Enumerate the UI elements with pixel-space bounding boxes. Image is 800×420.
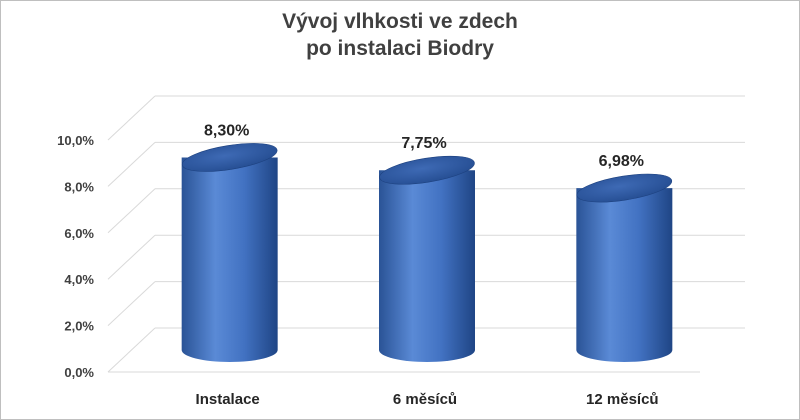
bar-body bbox=[379, 170, 475, 362]
chart-title-line-2: po instalaci Biodry bbox=[306, 37, 494, 60]
y-tick-label: 8,0% bbox=[64, 179, 94, 194]
x-category-label: 12 měsíců bbox=[586, 391, 659, 408]
bar-top bbox=[181, 143, 278, 172]
x-category-label: 6 měsíců bbox=[393, 391, 457, 408]
gridline-depth bbox=[107, 188, 156, 234]
bar-1 bbox=[181, 143, 278, 362]
gridline-depth bbox=[107, 327, 156, 373]
bar-body bbox=[576, 188, 673, 362]
bar-2 bbox=[379, 155, 475, 362]
y-tick-label: 6,0% bbox=[64, 226, 94, 241]
y-tick-label: 4,0% bbox=[64, 272, 94, 287]
bar-top bbox=[379, 155, 475, 185]
bar-layer bbox=[181, 143, 673, 362]
x-category-label: Instalace bbox=[196, 391, 260, 408]
bar-body bbox=[181, 157, 278, 362]
y-tick-label: 10,0% bbox=[57, 133, 94, 148]
data-label: 8,30% bbox=[204, 122, 249, 139]
data-label: 6,98% bbox=[599, 153, 644, 170]
bar-top bbox=[576, 173, 673, 203]
gridline-depth bbox=[107, 234, 156, 280]
label-layer: 8,30% Instalace 7,75% 6 měsíců 6,98% 12 měsíc… bbox=[196, 122, 659, 408]
gridline-depth bbox=[107, 95, 156, 141]
y-axis: 0,0% 2,0% 4,0% 6,0% 8,0% 10,0% bbox=[57, 133, 94, 380]
data-label: 7,75% bbox=[401, 135, 446, 152]
gridline-depth bbox=[107, 142, 156, 187]
y-tick-label: 2,0% bbox=[64, 319, 94, 334]
y-tick-label: 0,0% bbox=[64, 365, 94, 380]
bar-3 bbox=[576, 173, 673, 362]
gridline-depth bbox=[107, 281, 156, 326]
chart-title-line-1: Vývoj vlhkosti ve zdech bbox=[282, 10, 518, 33]
